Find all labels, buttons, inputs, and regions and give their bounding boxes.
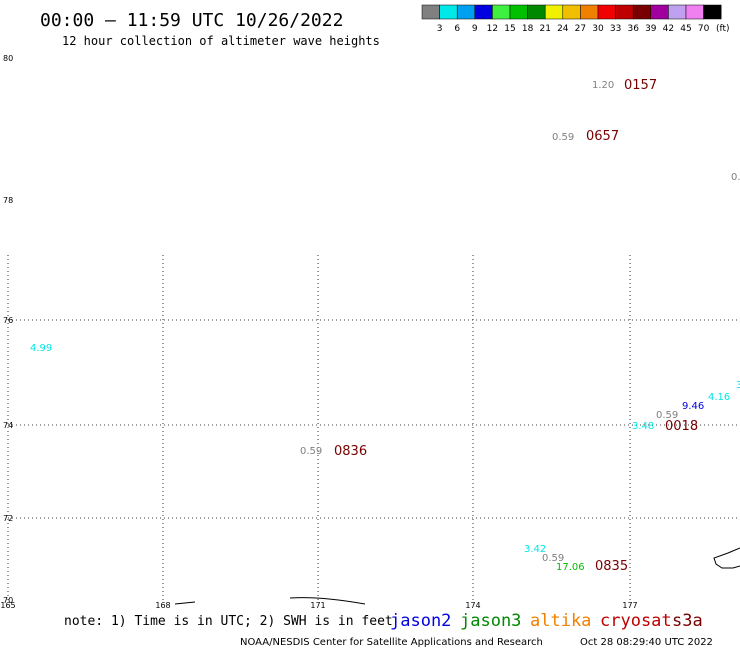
map-subtitle: 12 hour collection of altimeter wave hei… xyxy=(62,34,380,48)
mission-label-altika: altika xyxy=(530,611,591,631)
legend-swatch xyxy=(580,4,599,20)
observation-value: 1.20 xyxy=(592,80,614,91)
legend-tick-label: 15 xyxy=(504,24,515,34)
legend-tick-label: 6 xyxy=(454,24,460,34)
latitude-label: 72 xyxy=(3,514,13,523)
legend-swatch xyxy=(544,4,564,20)
longitude-label: 165 xyxy=(0,601,15,610)
observation-value: 17.06 xyxy=(556,562,585,573)
mission-legend: jason2 jason3 altika cryosat s3a xyxy=(390,611,703,631)
legend-tick-label: 42 xyxy=(663,24,674,34)
legend-swatch xyxy=(456,4,476,20)
legend-swatch xyxy=(650,4,669,20)
legend-swatch xyxy=(703,4,722,20)
legend-swatch xyxy=(421,4,440,20)
legend-swatch xyxy=(527,4,546,20)
longitude-label: 174 xyxy=(465,601,480,610)
latitude-labels: 80 78 76 74 72 70 xyxy=(3,54,13,605)
observation-value: 0.59 xyxy=(300,446,322,457)
legend-tick-label: 3 xyxy=(437,24,443,34)
observation-time: 0835 xyxy=(595,559,628,574)
observation-value: 3.48 xyxy=(632,421,654,432)
latitude-label: 80 xyxy=(3,54,13,63)
legend-tick-label: 33 xyxy=(610,24,621,34)
legend-tick-label: 30 xyxy=(592,24,604,34)
observation-time: 0018 xyxy=(665,419,698,434)
legend-swatch xyxy=(615,4,634,20)
observation-time: 0157 xyxy=(624,78,657,93)
legend-tick-label: 39 xyxy=(645,24,657,34)
legend-unit: (ft) xyxy=(716,24,730,34)
latitude-label: 70 xyxy=(3,596,13,605)
longitude-label: 177 xyxy=(622,601,637,610)
legend-swatch xyxy=(474,4,493,20)
longitude-labels: 165 168 171 174 177 xyxy=(0,601,637,610)
latitude-label: 74 xyxy=(3,421,13,430)
mission-label-jason3: jason3 xyxy=(460,611,521,631)
legend-swatch xyxy=(439,4,458,20)
generated-timestamp: Oct 28 08:29:40 UTC 2022 xyxy=(580,637,713,648)
legend-swatch xyxy=(492,4,511,20)
credit-line: NOAA/NESDIS Center for Satellite Applica… xyxy=(240,637,543,648)
observation-value: 4.99 xyxy=(30,343,52,354)
observation-value: 4.16 xyxy=(708,392,730,403)
longitude-label: 171 xyxy=(310,601,325,610)
observation-value: 0. xyxy=(731,172,740,183)
coastline-segment xyxy=(174,601,196,605)
observation-value: 9.46 xyxy=(682,401,704,412)
observation-value: 3.42 xyxy=(524,544,546,555)
legend-swatch xyxy=(668,4,687,20)
coastline-segment xyxy=(289,597,366,605)
legend-swatch xyxy=(562,4,581,20)
legend-swatch xyxy=(509,4,528,20)
observation-time: 0836 xyxy=(334,444,367,459)
mission-label-s3a: s3a xyxy=(672,611,703,631)
legend-tick-label: 27 xyxy=(575,24,586,34)
legend-tick-label: 24 xyxy=(557,24,569,34)
graticule xyxy=(7,255,740,600)
legend-tick-label: 70 xyxy=(698,24,710,34)
observation-value: 0.59 xyxy=(552,132,574,143)
observation-value: 0.59 xyxy=(542,553,564,564)
mission-label-cryosat: cryosat xyxy=(600,611,672,631)
legend-tick-label: 9 xyxy=(472,24,478,34)
footer-note: note: 1) Time is in UTC; 2) SWH is in fe… xyxy=(64,614,393,629)
mission-label-jason2: jason2 xyxy=(390,611,451,631)
legend-swatch xyxy=(685,4,704,20)
observation-value: 0.59 xyxy=(656,410,678,421)
longitude-label: 168 xyxy=(155,601,170,610)
legend-swatch xyxy=(597,4,616,20)
latitude-label: 76 xyxy=(3,316,13,325)
observation-time: 0657 xyxy=(586,129,619,144)
wave-height-color-legend: 3 6 9 12 15 18 21 24 27 30 33 36 39 42 45 70 xyxy=(421,4,722,34)
legend-tick-label: 45 xyxy=(680,24,691,34)
wave-height-observations: 1.20 0157 0.59 0657 0. 4.99 0.59 0836 3 4.16 9.46 0… xyxy=(30,78,740,574)
observation-value: 3 xyxy=(736,380,740,391)
map-title: 00:00 – 11:59 UTC 10/26/2022 xyxy=(40,10,343,31)
legend-swatch xyxy=(632,4,652,20)
legend-tick-label: 21 xyxy=(539,24,550,34)
latitude-label: 78 xyxy=(3,196,13,205)
legend-tick-label: 18 xyxy=(522,24,534,34)
legend-tick-label: 12 xyxy=(487,24,498,34)
legend-tick-label: 36 xyxy=(627,24,639,34)
coastline-segment xyxy=(713,547,740,569)
